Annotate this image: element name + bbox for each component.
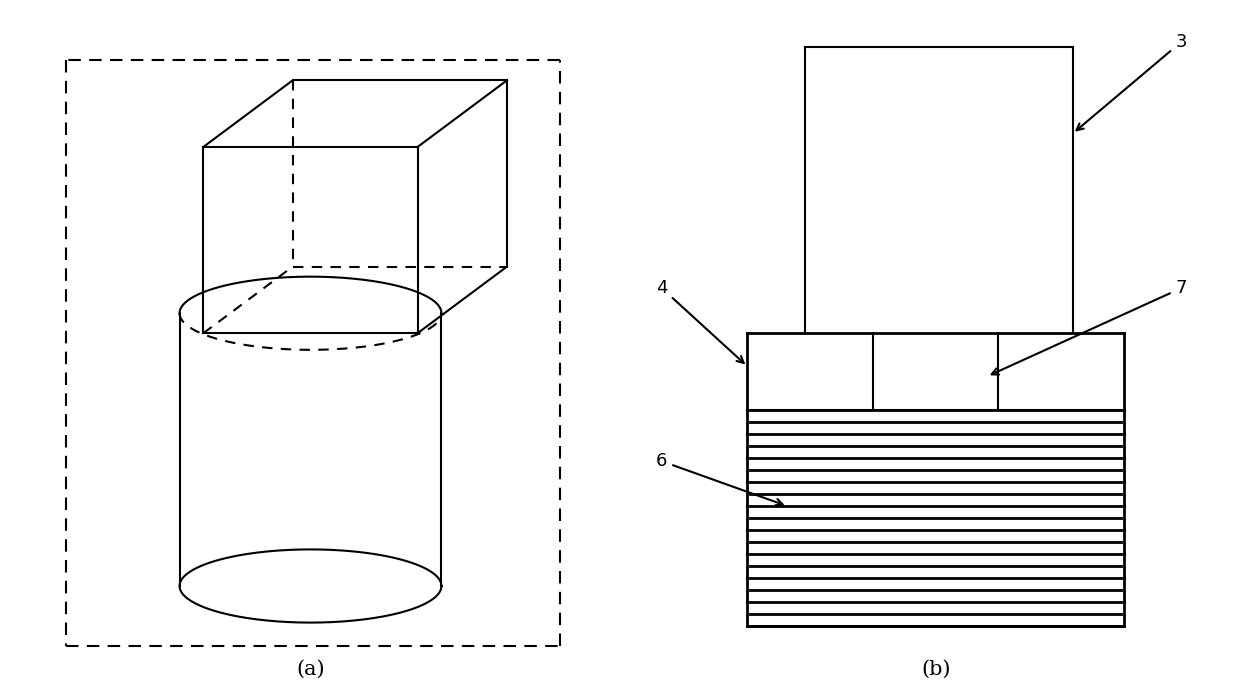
Text: 7: 7 xyxy=(992,279,1187,375)
Text: 6: 6 xyxy=(656,453,782,505)
Text: 4: 4 xyxy=(656,279,744,363)
Text: (a): (a) xyxy=(296,660,325,679)
Text: (b): (b) xyxy=(921,660,950,679)
Text: 3: 3 xyxy=(1076,33,1187,130)
